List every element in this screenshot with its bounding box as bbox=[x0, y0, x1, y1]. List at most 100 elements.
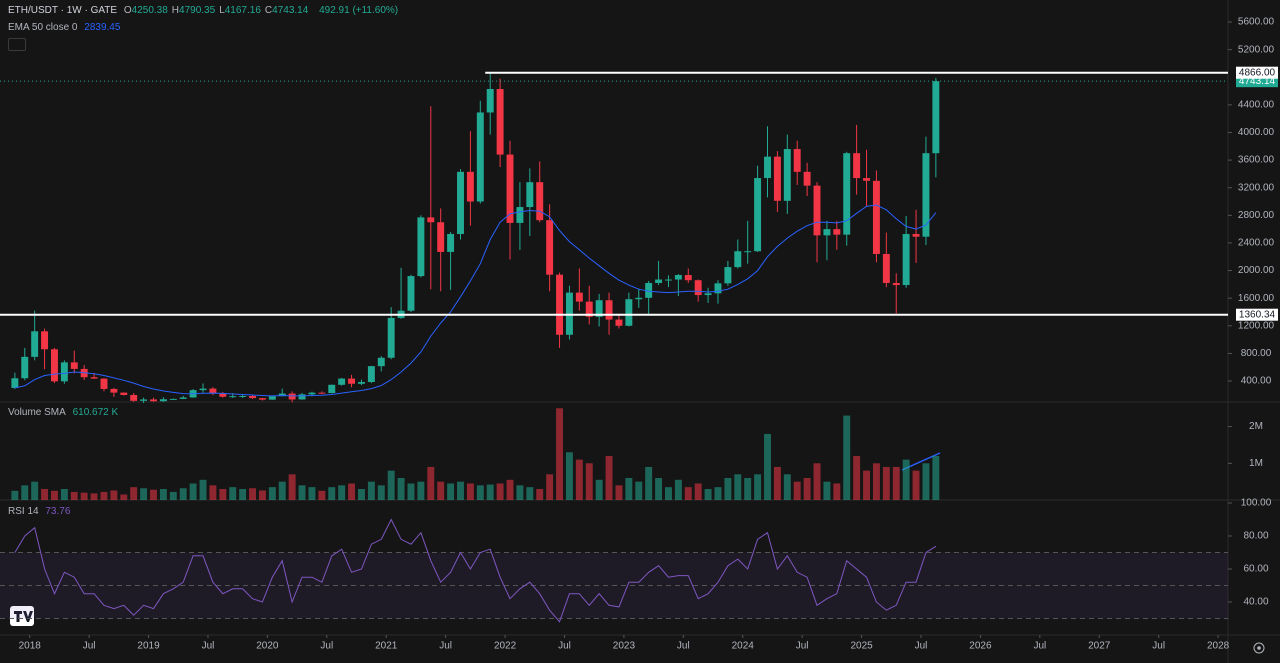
candle-body bbox=[704, 293, 712, 296]
volume-name: Volume SMA bbox=[8, 407, 66, 418]
volume-bar bbox=[823, 481, 831, 500]
volume-bar bbox=[783, 474, 791, 500]
volume-bar bbox=[665, 487, 672, 500]
volume-bar bbox=[21, 485, 29, 500]
volume-bar bbox=[258, 490, 266, 500]
x-tick-label: Jul bbox=[677, 641, 690, 652]
x-tick-label: 2025 bbox=[850, 641, 873, 652]
rsi-tick-label: 40.00 bbox=[1243, 597, 1268, 608]
candle-body bbox=[932, 81, 940, 154]
x-tick-label: 2024 bbox=[732, 641, 755, 652]
candle-body bbox=[575, 292, 583, 302]
volume-bar bbox=[853, 455, 861, 500]
candle-body bbox=[130, 394, 138, 401]
volume-bar bbox=[625, 477, 633, 500]
x-tick-label: Jul bbox=[1033, 641, 1046, 652]
ohlc-key: C bbox=[264, 5, 273, 16]
candle-body bbox=[496, 88, 504, 155]
candle-body bbox=[853, 153, 861, 179]
candle-body bbox=[150, 399, 157, 402]
price-tick-label: 2800.00 bbox=[1238, 210, 1275, 221]
ohlc-value: 4790.35 bbox=[179, 5, 216, 16]
volume-bar bbox=[734, 474, 742, 500]
volume-bar bbox=[60, 488, 68, 500]
candle-body bbox=[674, 275, 682, 280]
candle-body bbox=[813, 185, 821, 236]
candle-body bbox=[565, 292, 573, 335]
volume-bar bbox=[615, 485, 623, 500]
volume-bar bbox=[159, 488, 167, 500]
candle-body bbox=[457, 171, 464, 234]
level-tag bbox=[1236, 66, 1278, 79]
candle-body bbox=[833, 229, 841, 235]
ema-value: 2839.45 bbox=[84, 22, 121, 33]
ohlc-value: 4743.14 bbox=[272, 5, 309, 16]
volume-bar bbox=[922, 463, 930, 500]
volume-tick-label: 2M bbox=[1249, 421, 1263, 432]
candle-body bbox=[605, 300, 613, 320]
volume-bar bbox=[407, 483, 415, 500]
level-label: 1360.34 bbox=[1239, 309, 1276, 320]
volume-bar bbox=[674, 479, 682, 500]
volume-bar bbox=[704, 488, 712, 500]
rsi-line bbox=[14, 518, 937, 623]
volume-bar bbox=[585, 463, 593, 500]
volume-bar bbox=[288, 474, 296, 500]
candle-body bbox=[863, 178, 870, 181]
volume-bar bbox=[348, 483, 356, 500]
candle-body bbox=[506, 154, 514, 223]
ema-legend: EMA 50 close 0 2839.45 bbox=[8, 22, 124, 33]
volume-bar bbox=[11, 490, 19, 500]
price-tick-label: 400.00 bbox=[1241, 376, 1272, 387]
volume-bar bbox=[575, 459, 583, 500]
volume-bar bbox=[466, 483, 474, 500]
price-tick-label: 4000.00 bbox=[1238, 127, 1275, 138]
settings-icon[interactable] bbox=[1253, 642, 1265, 654]
rsi-legend: RSI 14 73.76 bbox=[8, 506, 74, 517]
volume-bar bbox=[496, 483, 504, 500]
candle-body bbox=[773, 156, 781, 201]
ema-line bbox=[14, 204, 937, 397]
price-tick-label: 3200.00 bbox=[1238, 182, 1275, 193]
candle-body bbox=[843, 153, 851, 235]
last-price-label: 4743.14 bbox=[1239, 76, 1276, 87]
candle-body bbox=[645, 282, 653, 298]
volume-bar bbox=[397, 477, 405, 500]
candle-body bbox=[169, 398, 177, 400]
volume-bar bbox=[179, 488, 187, 500]
volume-bar bbox=[189, 483, 197, 500]
candle-body bbox=[377, 357, 385, 367]
volume-bar bbox=[298, 485, 306, 500]
candle-body bbox=[922, 153, 930, 237]
volume-bar bbox=[377, 485, 385, 500]
candle-body bbox=[585, 301, 593, 317]
volume-bar bbox=[110, 490, 118, 500]
symbol-header: ETH/USDT · 1W · GATE O4250.38 H4790.35 L41… bbox=[8, 5, 402, 16]
volume-bar bbox=[645, 466, 653, 500]
volume-bar bbox=[457, 481, 464, 500]
candle-body bbox=[219, 393, 227, 397]
candle-body bbox=[367, 366, 375, 382]
x-tick-label: Jul bbox=[796, 641, 809, 652]
volume-bar bbox=[437, 481, 445, 500]
collapse-button[interactable] bbox=[8, 38, 26, 51]
x-tick-label: Jul bbox=[915, 641, 928, 652]
volume-bar bbox=[338, 485, 346, 500]
price-tick-label: 1600.00 bbox=[1238, 293, 1275, 304]
candle-body bbox=[90, 377, 98, 379]
price-tick-label: 5200.00 bbox=[1238, 44, 1275, 55]
volume-bar bbox=[902, 459, 910, 500]
candle-body bbox=[823, 229, 831, 236]
volume-value: 610.672 K bbox=[72, 407, 119, 418]
ohlc-value: 4250.38 bbox=[131, 5, 168, 16]
volume-bar bbox=[219, 488, 227, 500]
candle-body bbox=[526, 182, 534, 208]
volume-bar bbox=[764, 433, 771, 500]
x-tick-label: Jul bbox=[439, 641, 452, 652]
volume-bar bbox=[565, 452, 573, 500]
settings-ring[interactable] bbox=[1253, 642, 1265, 654]
ohlc-key: L bbox=[219, 5, 225, 16]
settings-dot[interactable] bbox=[1257, 646, 1261, 650]
volume-bar bbox=[536, 488, 544, 500]
candle-body bbox=[258, 398, 266, 400]
